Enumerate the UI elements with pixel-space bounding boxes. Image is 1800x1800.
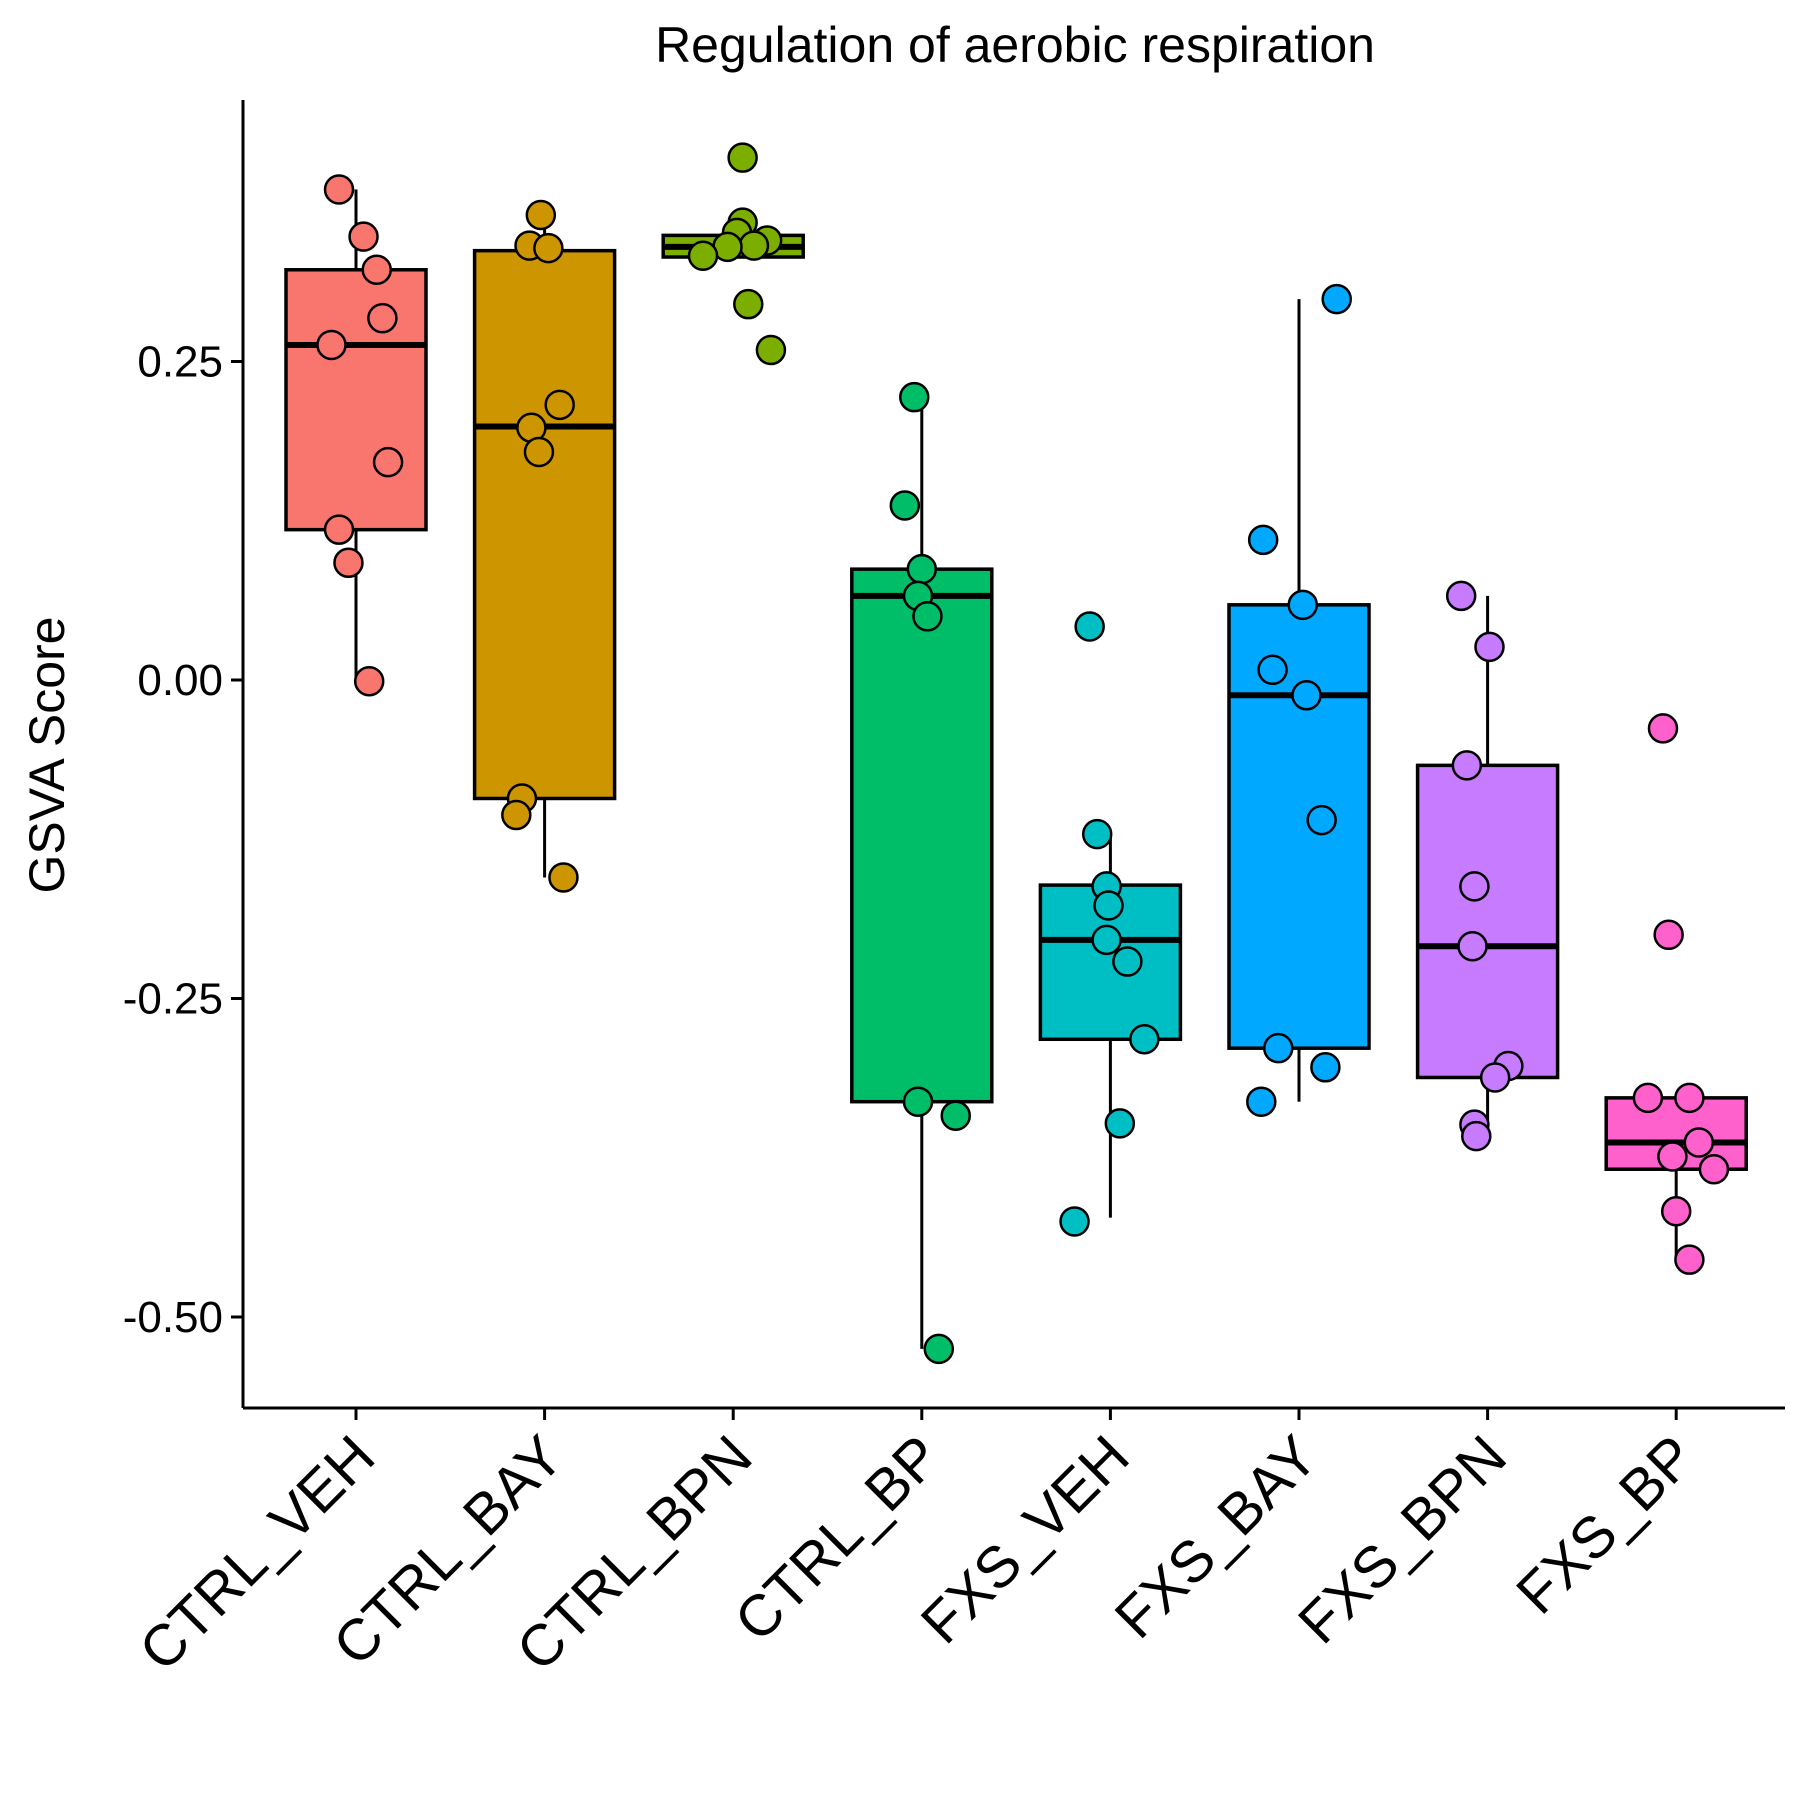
- data-point: [525, 199, 557, 231]
- box-group: [1604, 713, 1748, 1275]
- x-axis: CTRL_VEHCTRL_BAYCTRL_BPNCTRL_BPFXS_VEHFX…: [127, 1406, 1785, 1683]
- data-point: [1074, 611, 1105, 642]
- box-group: [472, 199, 617, 893]
- box-group: [661, 142, 805, 366]
- data-point: [1683, 1127, 1715, 1158]
- data-point: [940, 1100, 971, 1131]
- data-point: [906, 553, 938, 585]
- data-point: [372, 446, 404, 478]
- data-point: [687, 240, 719, 272]
- data-point: [1632, 1082, 1664, 1114]
- box-group: [1038, 611, 1183, 1237]
- data-point: [1091, 924, 1122, 956]
- data-point: [323, 174, 355, 205]
- data-point: [1451, 750, 1483, 781]
- data-point: [1660, 1196, 1692, 1227]
- data-point: [1112, 946, 1143, 977]
- data-point: [923, 1333, 955, 1365]
- y-axis-label: GSVA Score: [19, 617, 75, 894]
- data-point: [523, 436, 555, 468]
- data-point: [738, 230, 770, 261]
- data-point: [353, 666, 385, 697]
- data-point: [1321, 283, 1352, 315]
- y-tick-label: 0.00: [137, 656, 223, 705]
- data-point: [1653, 919, 1684, 951]
- data-point: [1310, 1052, 1341, 1083]
- data-point: [1093, 890, 1124, 921]
- box: [284, 268, 428, 532]
- box: [472, 248, 617, 801]
- data-point: [1674, 1082, 1705, 1114]
- y-axis: 0.25 0.00 -0.25 -0.50: [123, 100, 245, 1408]
- data-point: [889, 490, 921, 521]
- data-point: [548, 862, 579, 893]
- data-point: [1457, 931, 1488, 962]
- data-point: [733, 288, 764, 320]
- data-point: [902, 1086, 934, 1117]
- data-point: [367, 302, 398, 334]
- data-point: [1129, 1024, 1160, 1055]
- data-point: [912, 601, 943, 632]
- data-point: [348, 221, 379, 252]
- x-tick-label: FXS_BPN: [1286, 1423, 1519, 1656]
- data-point: [1459, 871, 1490, 902]
- y-tick-label: 0.25: [137, 338, 223, 387]
- box-group: [284, 174, 428, 697]
- data-point: [501, 799, 532, 831]
- x-tick-label: FXS_VEH: [909, 1423, 1142, 1656]
- data-point: [1479, 1062, 1511, 1093]
- data-point: [1246, 1086, 1277, 1117]
- data-point: [899, 381, 930, 413]
- data-point: [533, 232, 564, 264]
- x-tick-label: FXS_BP: [1504, 1423, 1707, 1626]
- box: [850, 567, 994, 1104]
- data-point: [1657, 1141, 1688, 1172]
- data-point: [727, 142, 758, 173]
- y-tick-label: -0.25: [123, 975, 223, 1024]
- data-point: [1698, 1153, 1730, 1185]
- data-point: [1059, 1206, 1090, 1237]
- data-point: [1674, 1244, 1705, 1275]
- y-tick-label: -0.50: [123, 1293, 223, 1342]
- data-point: [1474, 631, 1505, 663]
- data-point: [1287, 589, 1319, 621]
- box-group: [1227, 283, 1371, 1117]
- chart-title: Regulation of aerobic respiration: [655, 17, 1375, 73]
- data-point: [1257, 654, 1288, 686]
- data-point: [316, 329, 347, 361]
- data-point: [1247, 524, 1279, 556]
- box: [1227, 603, 1371, 1050]
- data-point: [1291, 680, 1322, 711]
- data-point: [1445, 580, 1477, 612]
- box-group: [850, 381, 994, 1365]
- data-point: [333, 547, 364, 579]
- data-point: [323, 514, 355, 545]
- data-point: [544, 389, 575, 421]
- data-point: [1081, 818, 1113, 850]
- data-point: [1306, 804, 1337, 836]
- data-point: [1461, 1120, 1492, 1152]
- data-point: [1263, 1032, 1294, 1064]
- data-point: [361, 254, 392, 286]
- plot-area: [284, 142, 1748, 1365]
- data-point: [1647, 713, 1679, 744]
- box: [1415, 763, 1560, 1080]
- box-group: [1415, 580, 1560, 1152]
- data-point: [1104, 1108, 1136, 1139]
- data-point: [755, 334, 787, 366]
